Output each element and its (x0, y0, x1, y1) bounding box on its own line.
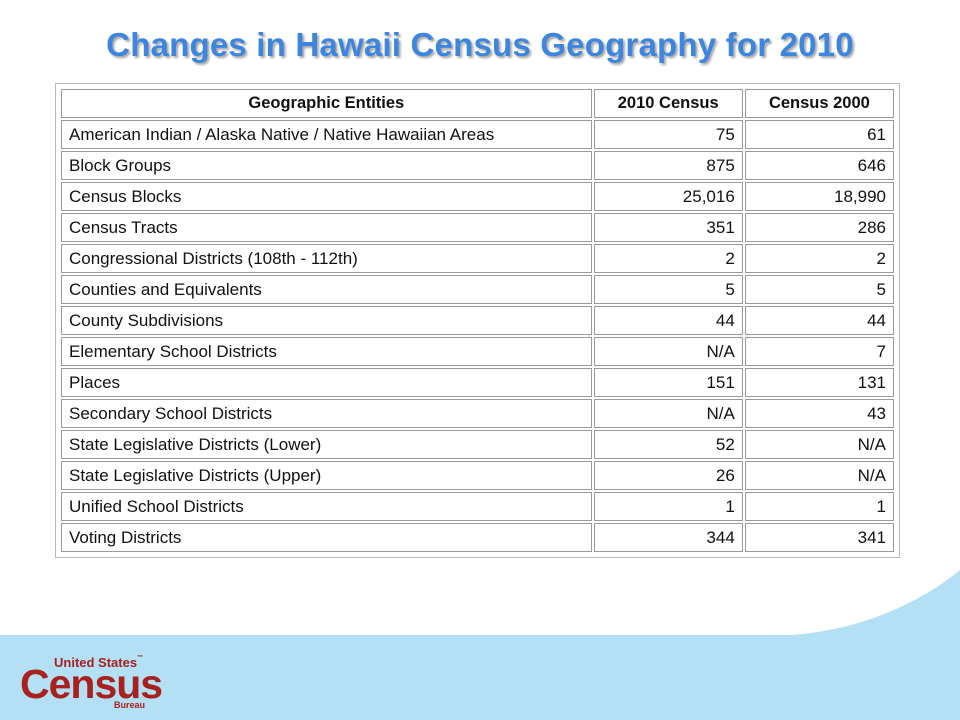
value-2010: 75 (593, 120, 743, 149)
entity-name: Elementary School Districts (61, 337, 592, 366)
slide-title: Changes in Hawaii Census Geography for 2… (106, 26, 854, 63)
value-2000: 43 (744, 399, 894, 428)
value-2010: 44 (593, 306, 743, 335)
value-2010: 351 (593, 213, 743, 242)
value-2010: 875 (593, 151, 743, 180)
entity-name: Secondary School Districts (61, 399, 592, 428)
logo-united-states-text: United States (54, 655, 138, 670)
entity-name: Block Groups (61, 151, 592, 180)
entity-name: Unified School Districts (61, 492, 592, 521)
value-2000: 2 (744, 244, 894, 273)
value-2010: 344 (593, 523, 743, 552)
value-2000: N/A (744, 430, 894, 459)
table-row: County Subdivisions 44 44 (61, 306, 894, 335)
entity-name: Counties and Equivalents (61, 275, 592, 304)
value-2010: 5 (593, 275, 743, 304)
geography-table-container: Geographic Entities 2010 Census Census 2… (55, 83, 900, 558)
value-2000: 18,990 (744, 182, 894, 211)
value-2010: 2 (593, 244, 743, 273)
value-2000: 7 (744, 337, 894, 366)
value-2010: 1 (593, 492, 743, 521)
table-row: Block Groups 875 646 (61, 151, 894, 180)
geography-table: Geographic Entities 2010 Census Census 2… (59, 87, 896, 554)
value-2010: N/A (593, 399, 743, 428)
column-header-census-2000: Census 2000 (744, 89, 894, 118)
value-2010: 25,016 (593, 182, 743, 211)
value-2010: 26 (593, 461, 743, 490)
value-2000: 5 (744, 275, 894, 304)
table-row: Voting Districts 344 341 (61, 523, 894, 552)
value-2010: N/A (593, 337, 743, 366)
column-header-2010-census: 2010 Census (593, 89, 743, 118)
entity-name: State Legislative Districts (Upper) (61, 461, 592, 490)
entity-name: County Subdivisions (61, 306, 592, 335)
entity-name: American Indian / Alaska Native / Native… (61, 120, 592, 149)
table-header-row: Geographic Entities 2010 Census Census 2… (61, 89, 894, 118)
table-row: State Legislative Districts (Upper) 26 N… (61, 461, 894, 490)
value-2000: 646 (744, 151, 894, 180)
logo-bureau: Bureau (114, 700, 146, 710)
value-2000: 131 (744, 368, 894, 397)
column-header-entities: Geographic Entities (61, 89, 592, 118)
value-2000: 61 (744, 120, 894, 149)
value-2000: 341 (744, 523, 894, 552)
table-row: American Indian / Alaska Native / Native… (61, 120, 894, 149)
value-2010: 52 (593, 430, 743, 459)
entity-name: Census Blocks (61, 182, 592, 211)
entity-name: Voting Districts (61, 523, 592, 552)
logo-census: Census (20, 661, 163, 707)
value-2000: 286 (744, 213, 894, 242)
logo-united-states: United States™ (54, 655, 143, 670)
value-2000: 44 (744, 306, 894, 335)
census-bureau-logo: United States™ Census Bureau (20, 655, 163, 711)
table-row: State Legislative Districts (Lower) 52 N… (61, 430, 894, 459)
entity-name: State Legislative Districts (Lower) (61, 430, 592, 459)
entity-name: Places (61, 368, 592, 397)
table-row: Places 151 131 (61, 368, 894, 397)
blue-wave-footer (0, 570, 960, 720)
table-row: Elementary School Districts N/A 7 (61, 337, 894, 366)
table-row: Census Tracts 351 286 (61, 213, 894, 242)
value-2000: N/A (744, 461, 894, 490)
entity-name: Congressional Districts (108th - 112th) (61, 244, 592, 273)
table-row: Secondary School Districts N/A 43 (61, 399, 894, 428)
logo-trademark: ™ (137, 655, 144, 661)
table-row: Census Blocks 25,016 18,990 (61, 182, 894, 211)
table-row: Unified School Districts 1 1 (61, 492, 894, 521)
table-row: Congressional Districts (108th - 112th) … (61, 244, 894, 273)
entity-name: Census Tracts (61, 213, 592, 242)
value-2010: 151 (593, 368, 743, 397)
table-row: Counties and Equivalents 5 5 (61, 275, 894, 304)
value-2000: 1 (744, 492, 894, 521)
